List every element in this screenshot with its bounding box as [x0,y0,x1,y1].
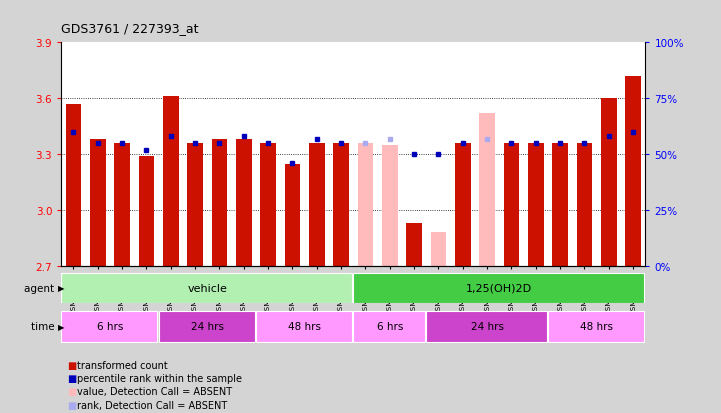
Bar [159,311,255,342]
Bar [90,140,106,266]
Text: ▶: ▶ [58,284,64,292]
Text: ■: ■ [67,387,76,396]
Text: time: time [31,322,58,332]
Text: ■: ■ [67,373,76,383]
Text: 48 hrs: 48 hrs [580,322,613,332]
Bar [260,144,276,266]
Text: rank, Detection Call = ABSENT: rank, Detection Call = ABSENT [77,400,227,410]
Text: ▶: ▶ [58,322,64,331]
Bar [163,97,179,266]
Bar [426,311,547,342]
Text: transformed count: transformed count [77,360,168,370]
Bar [577,144,593,266]
Bar [353,311,425,342]
Text: GDS3761 / 227393_at: GDS3761 / 227393_at [61,22,199,35]
Bar [601,99,616,266]
Bar [503,144,519,266]
Bar [66,104,81,266]
Bar [430,233,446,266]
Bar [61,273,352,303]
Text: percentile rank within the sample: percentile rank within the sample [77,373,242,383]
Bar [548,311,644,342]
Bar [358,144,373,266]
Bar [479,114,495,266]
Text: value, Detection Call = ABSENT: value, Detection Call = ABSENT [77,387,232,396]
Bar [333,144,349,266]
Bar [138,157,154,266]
Text: 24 hrs: 24 hrs [471,322,504,332]
Bar [114,144,130,266]
Bar [382,145,398,266]
Bar [309,144,324,266]
Bar [211,140,227,266]
Text: 1,25(OH)2D: 1,25(OH)2D [466,283,532,293]
Bar [187,144,203,266]
Text: 48 hrs: 48 hrs [288,322,321,332]
Bar [552,144,568,266]
Bar [455,144,471,266]
Text: ■: ■ [67,400,76,410]
Text: vehicle: vehicle [187,283,227,293]
Bar [625,77,641,266]
Bar [528,144,544,266]
Text: 6 hrs: 6 hrs [97,322,123,332]
Bar [61,311,157,342]
Bar [236,140,252,266]
Text: 6 hrs: 6 hrs [376,322,403,332]
Bar [406,223,422,266]
Text: agent: agent [25,283,58,293]
Text: 24 hrs: 24 hrs [191,322,224,332]
Bar [353,273,644,303]
Bar [256,311,352,342]
Bar [285,164,301,266]
Text: ■: ■ [67,360,76,370]
